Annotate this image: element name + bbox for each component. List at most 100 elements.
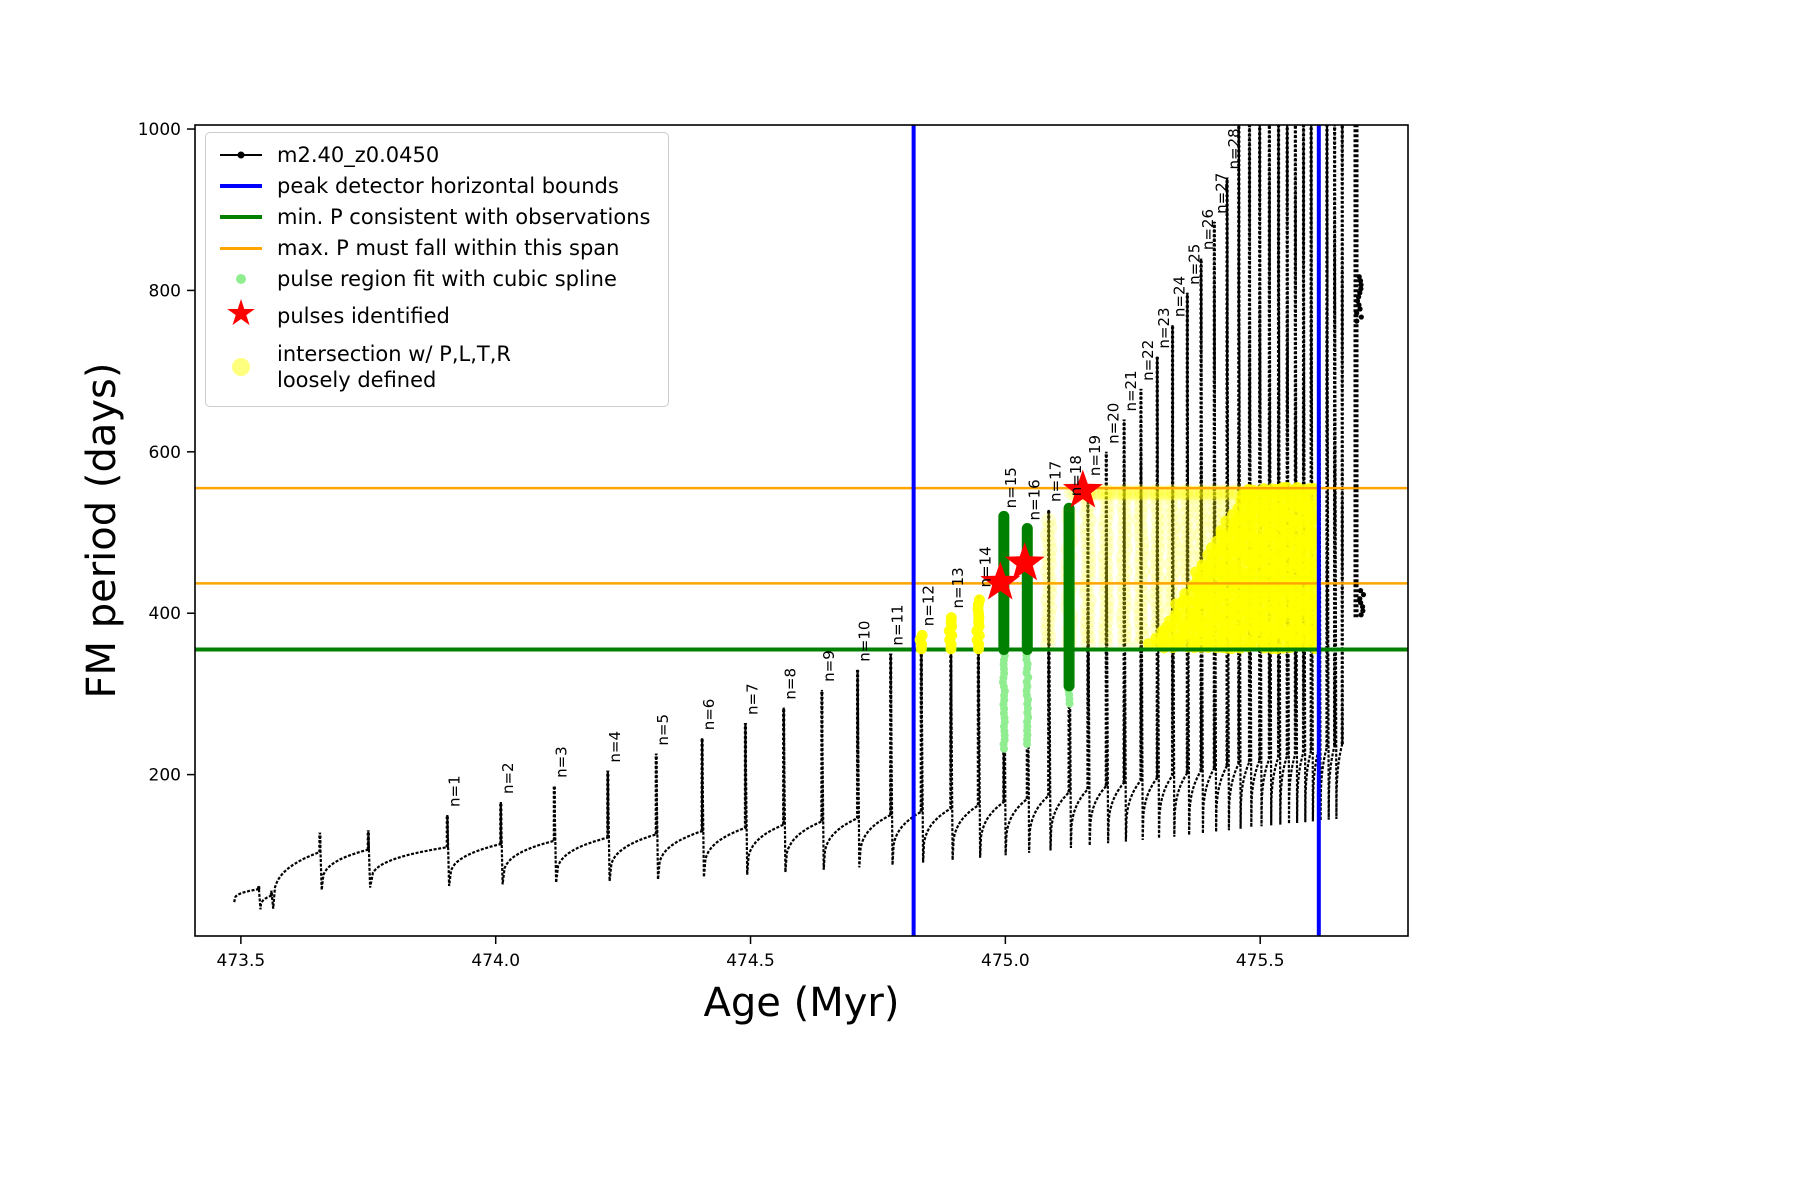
pulse-number-label: n=2 [499,762,517,794]
intersection-faint-dot [1100,498,1116,514]
intersection-faint-dot [1116,585,1132,601]
intersection-faint-dot [1116,578,1132,594]
pulse-number-label: n=8 [782,668,800,700]
intersection-faint-dot [1099,607,1115,623]
intersection-faint-dot [1133,592,1149,608]
intersection-faint-dot [1180,527,1196,543]
series-dot [1356,302,1362,308]
intersection-faint-dot [1178,505,1194,521]
intersection-faint-dot [1115,549,1131,565]
intersection-faint-dot [1098,585,1114,601]
pulse-number-label: n=3 [552,746,570,778]
series-dot [1360,592,1367,598]
y-tick-label: 600 [149,443,181,463]
series-dot [1357,290,1363,296]
intersection-faint-dot [1041,629,1057,645]
intersection-faint-dot [1116,629,1132,645]
intersection-faint-dot [1134,541,1150,557]
intersection-faint-dot [1079,585,1095,601]
pulse-number-label: n=10 [856,621,874,662]
intersection-dot [916,629,928,641]
series-dot [1358,286,1364,292]
intersection-faint-dot [1040,563,1056,579]
intersection-faint-dot [1118,541,1134,557]
pulse-number-label: n=22 [1139,340,1157,381]
intersection-faint-dot [1117,592,1133,608]
intersection-faint-dot [1150,505,1166,521]
pulse-number-label: n=21 [1122,370,1140,411]
intersection-faint-dot [1206,491,1222,507]
intersection-faint-dot [1165,549,1181,565]
pulse-number-label: n=5 [654,714,672,746]
y-tick-label: 200 [149,766,181,786]
intersection-faint-dot [1041,534,1057,550]
intersection-faint-dot [1150,534,1166,550]
intersection-faint-dot [1042,578,1058,594]
series-line-dot-icon [218,151,264,159]
y-tick-label: 1000 [138,120,181,140]
x-tick-label: 475.5 [1236,951,1285,971]
intersection-faint-dot [1117,491,1133,507]
pulse-number-label: n=14 [976,546,994,587]
intersection-faint-dot [1132,600,1148,616]
intersection-faint-dot [1179,549,1195,565]
intersection-faint-dot [1192,505,1208,521]
intersection-faint-dot [1040,592,1056,608]
intersection-faint-dot [1117,527,1133,543]
intersection-faint-dot [1079,505,1095,521]
series-dot [1355,294,1362,300]
legend-label-pulses: pulses identified [277,304,450,328]
x-tick-label: 475.0 [981,951,1030,971]
legend-label-intersection: intersection w/ P,L,T,R loosely defined [277,342,511,393]
intersection-faint-dot [1116,534,1132,550]
pulse-number-label: n=7 [743,683,761,715]
intersection-faint-dot [1178,534,1194,550]
intersection-faint-dot [1179,498,1195,514]
intersection-faint-dot [1080,541,1096,557]
intersection-faint-dot [1193,491,1209,507]
intersection-faint-dot [1041,607,1057,623]
intersection-faint-dot [1165,505,1181,521]
intersection-faint-dot [1115,614,1131,630]
intersection-faint-dot [1099,541,1115,557]
legend-label-max-p: max. P must fall within this span [277,236,620,260]
pulse-number-label: n=15 [1002,467,1020,508]
intersection-faint-dot [1150,600,1166,616]
x-axis-title: Age (Myr) [704,980,900,1026]
intersection-faint-dot [1079,614,1095,630]
orange-line-icon [218,246,264,250]
intersection-faint-dot [1149,578,1165,594]
intersection-faint-dot [1148,563,1164,579]
intersection-faint-dot [1148,592,1164,608]
intersection-faint-dot [1079,621,1095,637]
intersection-faint-dot [1098,629,1114,645]
intersection-dot [973,594,985,606]
intersection-dot [1179,588,1191,600]
intersection-faint-dot [1042,541,1058,557]
intersection-faint-dot [1117,621,1133,637]
intersection-faint-dot [1178,556,1194,572]
intersection-faint-dot [1099,527,1115,543]
intersection-faint-dot [1165,563,1181,579]
intersection-faint-dot [1133,498,1149,514]
intersection-faint-dot [1040,621,1056,637]
intersection-faint-dot [1042,556,1058,572]
legend-label-series: m2.40_z0.0450 [277,143,440,167]
intersection-faint-dot [1098,563,1114,579]
pulse-number-label: n=12 [919,585,937,626]
pulse-number-label: n=19 [1086,435,1104,476]
intersection-dot [1173,605,1185,617]
lightgreen-dot-icon [218,274,264,284]
intersection-faint-dot [1178,563,1194,579]
y-tick-label: 400 [149,604,181,624]
intersection-faint-dot [1179,512,1195,528]
pulse-number-label: n=23 [1155,307,1173,348]
intersection-faint-dot [1163,578,1179,594]
intersection-faint-dot [1099,592,1115,608]
intersection-faint-dot [1150,541,1166,557]
intersection-faint-dot [1080,600,1096,616]
series-dot [1357,306,1363,312]
intersection-dot [1307,525,1319,537]
pulse-number-label: n=20 [1104,403,1122,444]
